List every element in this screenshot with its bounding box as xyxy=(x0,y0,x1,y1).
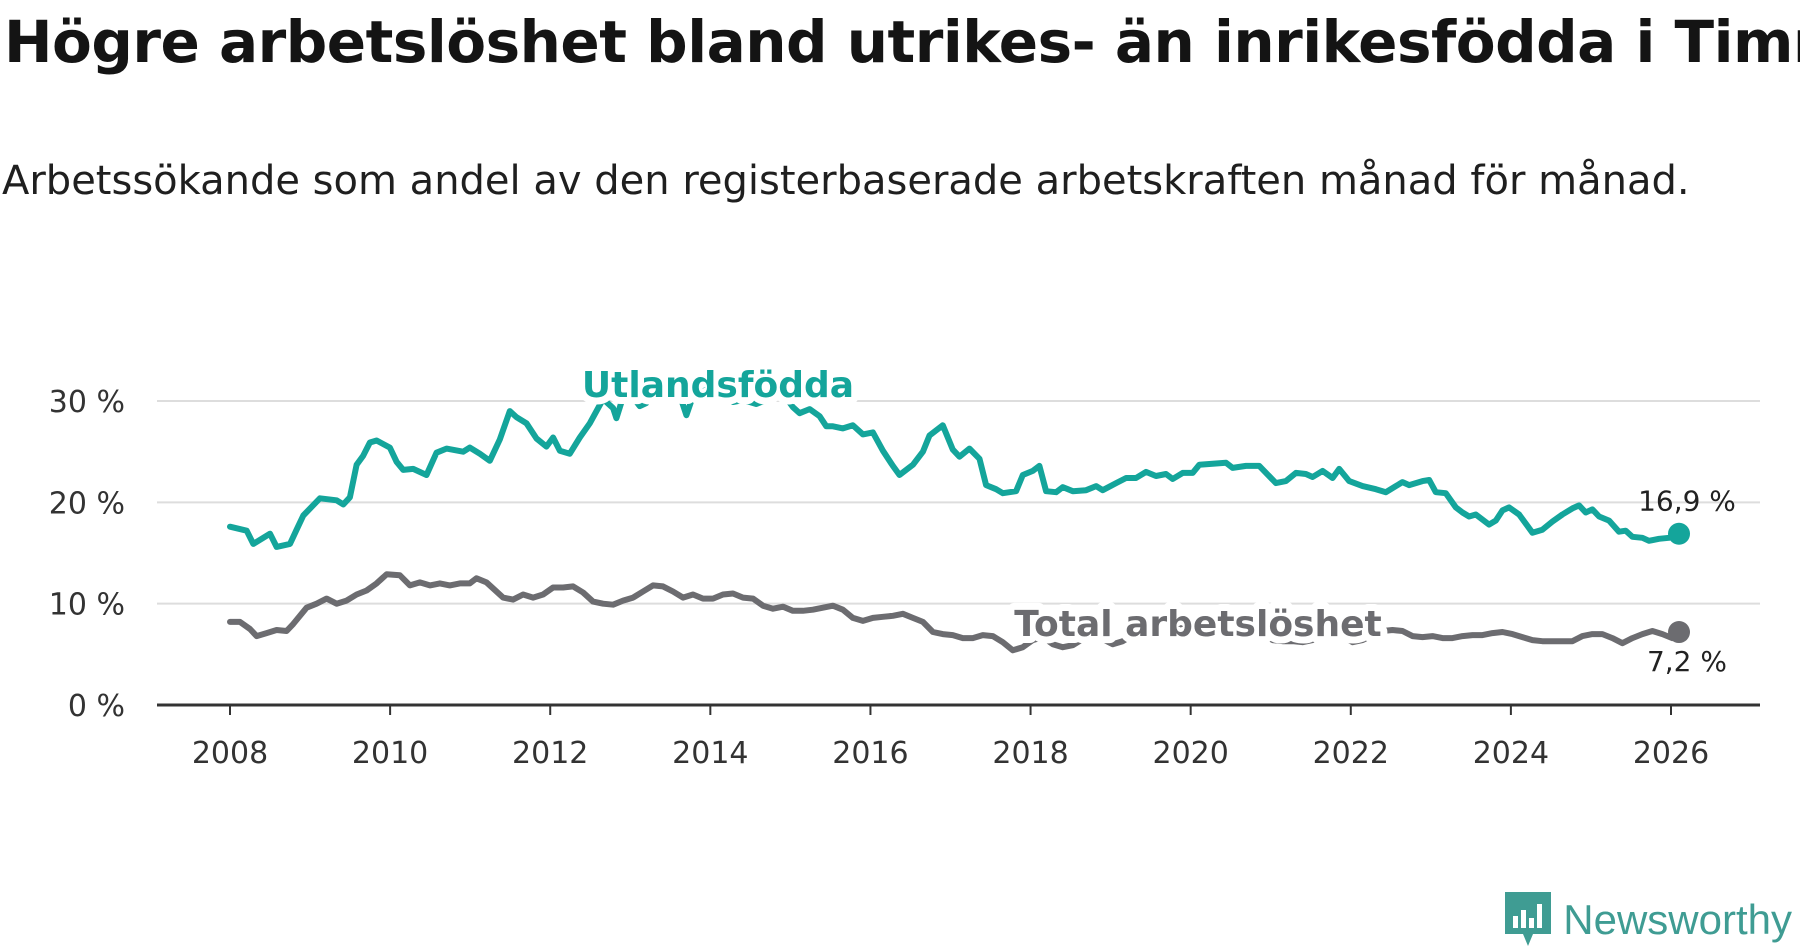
x-tick-label-2026: 2026 xyxy=(1633,736,1709,771)
series-label-total: Total arbetslöshet xyxy=(1014,604,1382,645)
x-tick-label-2022: 2022 xyxy=(1313,736,1389,771)
label-layer: 16,9 %7,2 %UtlandsföddaUtlandsföddaTotal… xyxy=(575,358,1736,678)
x-tick-label-2018: 2018 xyxy=(992,736,1068,771)
chart-subtitle: Arbetssökande som andel av den registerb… xyxy=(2,158,1690,204)
series-line-utlandsfodda xyxy=(227,382,1682,550)
x-tick-label-2024: 2024 xyxy=(1473,736,1549,771)
axis-layer: 0 % 10 % 20 % 30 % 2008 2010 2012 2014 2016 2018 2… xyxy=(49,385,1760,771)
series-endpoint-utlandsfodda xyxy=(1668,522,1691,545)
x-tick-label-2008: 2008 xyxy=(192,736,268,771)
grid-layer xyxy=(157,400,1760,605)
series-layer xyxy=(227,382,1691,654)
series-line-total xyxy=(227,571,1682,654)
series-label-total-halo: Total arbetslöshet xyxy=(1014,604,1382,645)
x-tick-label-2010: 2010 xyxy=(352,736,428,771)
x-tick-label-2012: 2012 xyxy=(512,736,588,771)
end-value-label-utlandsfodda: 16,9 % xyxy=(1638,485,1736,518)
end-value-label-total: 7,2 % xyxy=(1647,645,1727,678)
y-tick-label-20: 20 % xyxy=(49,486,125,521)
x-tick-label-2014: 2014 xyxy=(672,736,748,771)
chart-title: Högre arbetslöshet bland utrikes- än inr… xyxy=(4,8,1800,76)
newsworthy-logo-icon xyxy=(1505,892,1552,946)
y-tick-label-10: 10 % xyxy=(49,588,125,623)
series-label-utlandsfodda-halo: Utlandsfödda xyxy=(582,365,854,406)
y-tick-label-30: 30 % xyxy=(49,385,125,420)
brand-name: Newsworthy xyxy=(1563,896,1792,943)
series-endpoint-total xyxy=(1668,621,1691,644)
y-tick-label-0: 0 % xyxy=(68,689,125,724)
brand[interactable]: Newsworthy xyxy=(1503,888,1792,952)
x-tick-label-2020: 2020 xyxy=(1152,736,1228,771)
series-label-utlandsfodda: Utlandsfödda xyxy=(582,365,854,406)
x-tick-label-2016: 2016 xyxy=(832,736,908,771)
